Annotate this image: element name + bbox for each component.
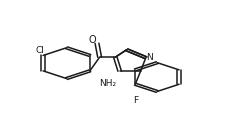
Text: NH₂: NH₂ xyxy=(99,79,116,88)
Text: O: O xyxy=(88,35,96,45)
Text: F: F xyxy=(133,96,138,105)
Text: Cl: Cl xyxy=(36,46,45,55)
Text: N: N xyxy=(146,53,153,62)
